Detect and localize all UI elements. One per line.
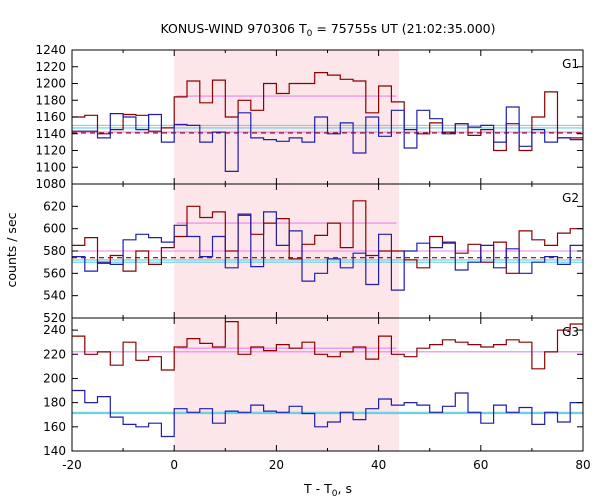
x-tick-label: 60 — [473, 458, 488, 472]
series-blue-histogram — [72, 389, 583, 438]
panel-g2: 520 540 560 580 600 620 G2 — [43, 183, 584, 325]
x-tick-label: 40 — [371, 458, 386, 472]
chart-title-subscript: 0 — [307, 29, 313, 39]
y-tick-label: 1080 — [35, 177, 66, 191]
panels-group: 1080 1100 1120 1140 1160 1180 1200 1220 1240 G1 52… — [35, 43, 590, 472]
panel-label-g3: G3 — [562, 325, 579, 339]
chart-title: KONUS-WIND 970306 T0 = 75755s UT (21:02:… — [160, 21, 495, 39]
y-tick-label: 600 — [43, 222, 66, 236]
y-tick-label: 1160 — [35, 110, 66, 124]
y-tick-label: 1220 — [35, 60, 66, 74]
x-axis-label-rest: , s — [338, 481, 352, 496]
y-tick-label: 1120 — [35, 144, 66, 158]
panel-label-g2: G2 — [562, 191, 579, 205]
y-tick-label: 1100 — [35, 160, 66, 174]
y-tick-label: 620 — [43, 199, 66, 213]
series-red-histogram — [72, 321, 583, 371]
x-tick-label: 80 — [575, 458, 590, 472]
y-tick-label: 160 — [43, 420, 66, 434]
chart-title-main: KONUS-WIND 970306 T — [160, 21, 306, 36]
x-tick-label: 0 — [170, 458, 178, 472]
panel-label-g1: G1 — [562, 57, 579, 71]
y-tick-label: 140 — [43, 444, 66, 458]
chart-title-rest: = 75755s UT (21:02:35.000) — [312, 21, 495, 36]
x-tick-label: 20 — [269, 458, 284, 472]
y-tick-label: 540 — [43, 289, 66, 303]
x-tick-label: -20 — [62, 458, 82, 472]
y-tick-label: 1240 — [35, 43, 66, 57]
y-tick-label: 560 — [43, 266, 66, 280]
y-tick-label: 580 — [43, 244, 66, 258]
panel-g1: 1080 1100 1120 1140 1160 1180 1200 1220 1240 G1 — [35, 43, 584, 191]
y-tick-label: 200 — [43, 371, 66, 385]
shaded-interval — [174, 318, 400, 451]
y-tick-label: 1180 — [35, 93, 66, 107]
panel-g3: 140 160 180 200 220 240 G3 — [43, 317, 584, 458]
y-tick-label: 240 — [43, 323, 66, 337]
y-tick-label: 1200 — [35, 77, 66, 91]
y-tick-label: 520 — [43, 311, 66, 325]
y-axis-label: counts / sec — [4, 212, 19, 287]
series-red-histogram — [72, 200, 583, 274]
series-blue-histogram — [72, 211, 583, 291]
x-axis-label-main: T - T — [303, 481, 332, 496]
x-axis-label: T - T0, s — [303, 481, 352, 499]
y-tick-label: 220 — [43, 347, 66, 361]
x-axis-label-subscript: 0 — [332, 489, 338, 499]
series-blue-histogram — [72, 106, 583, 172]
shaded-interval — [174, 50, 400, 184]
y-tick-label: 1140 — [35, 127, 66, 141]
y-tick-label: 180 — [43, 396, 66, 410]
